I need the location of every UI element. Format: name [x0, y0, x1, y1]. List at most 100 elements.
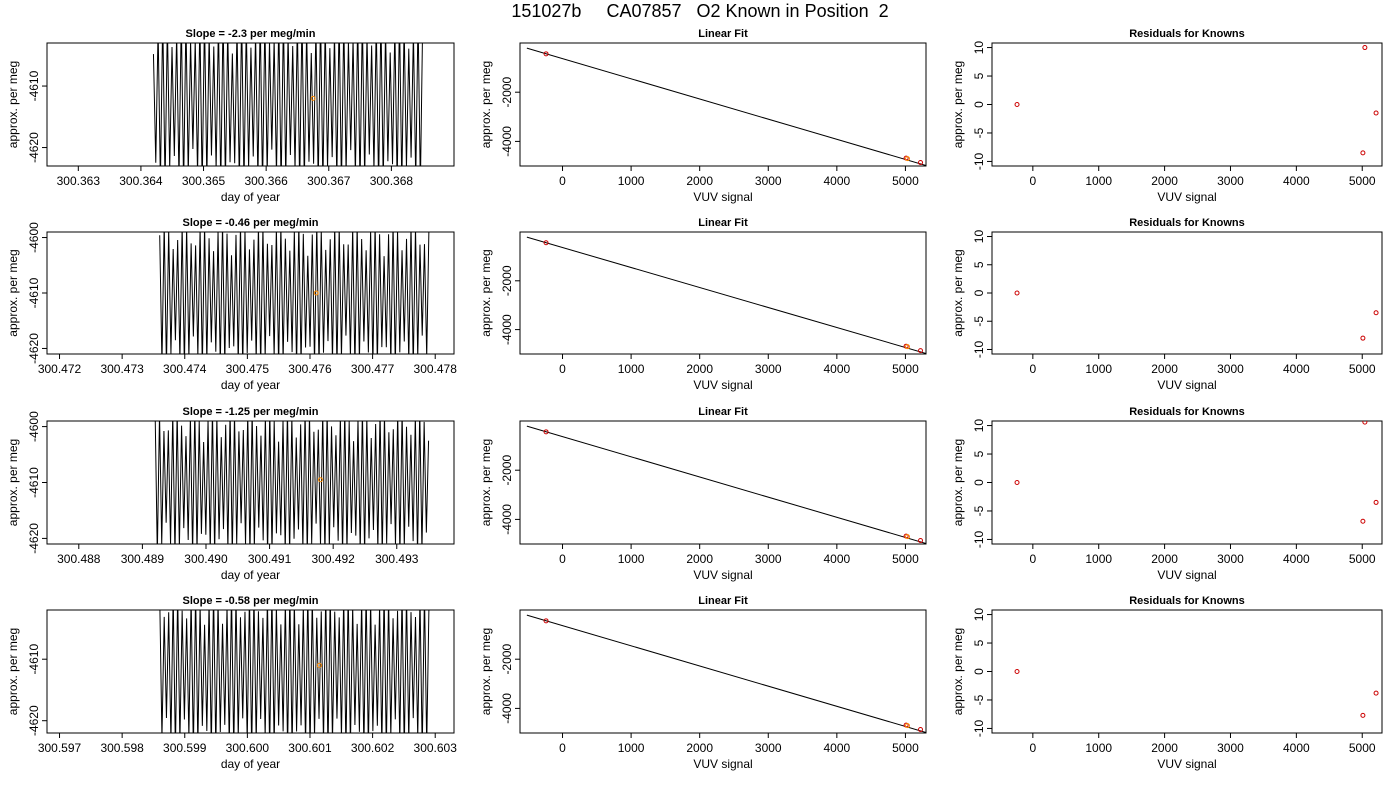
x-tick-label: 1000: [1085, 362, 1112, 376]
x-tick-label: 300.366: [244, 174, 288, 188]
data-point: [918, 538, 924, 544]
data-point: [904, 534, 910, 540]
fit-line: [526, 236, 926, 354]
x-tick-label: 2000: [1151, 552, 1178, 566]
x-tick-label: 300.473: [100, 362, 144, 376]
y-axis-label: approx. per meg: [951, 61, 965, 148]
x-tick-label: 3000: [1217, 741, 1244, 755]
data-point: [1373, 110, 1379, 116]
panel-r0-c2: Residuals for Knowns 0 1000 2000 3000 4000 500…: [951, 28, 1383, 204]
y-axis-label: approx. per meg: [479, 61, 493, 148]
y-axis-label: approx. per meg: [6, 439, 20, 526]
x-tick-label: 300.597: [38, 741, 82, 755]
data-point: [918, 348, 924, 354]
y-tick-label: -4620: [27, 523, 41, 554]
series-line: [152, 43, 423, 166]
panel-r0-c0: Slope = -2.3 per meg/min 300.363 300.364 30…: [6, 28, 455, 204]
x-tick-label: 300.472: [38, 362, 82, 376]
plot-area: [154, 421, 430, 544]
data-point: [1362, 421, 1368, 425]
x-tick-label: 0: [1030, 552, 1037, 566]
panel-title: Linear Fit: [698, 28, 748, 40]
plot-frame: [991, 609, 1383, 734]
data-point: [904, 344, 910, 350]
x-tick-label: 300.599: [163, 741, 207, 755]
x-tick-label: 4000: [823, 552, 850, 566]
y-axis-label: approx. per meg: [479, 249, 493, 336]
x-tick-label: 300.488: [57, 552, 101, 566]
x-tick-label: 4000: [823, 741, 850, 755]
x-axis-label: VUV signal: [1157, 568, 1216, 582]
series-line: [159, 610, 430, 733]
fit-line: [526, 47, 926, 166]
panel-title: Slope = -0.58 per meg/min: [182, 595, 318, 607]
x-tick-label: 1000: [618, 552, 645, 566]
x-tick-label: 1000: [618, 174, 645, 188]
y-tick-label: -2000: [500, 644, 514, 675]
plot-area: [1014, 421, 1379, 524]
y-tick-label: 5: [972, 72, 986, 79]
panel-r3-c0: Slope = -0.58 per meg/min 300.597 300.598 3…: [6, 595, 457, 771]
plot-frame: [991, 42, 1383, 167]
y-tick-label: -4600: [27, 411, 41, 442]
y-axis-label: approx. per meg: [6, 61, 20, 148]
y-tick-label: 5: [972, 639, 986, 646]
x-tick-label: 3000: [755, 174, 782, 188]
data-point: [543, 51, 549, 57]
y-axis-label: approx. per meg: [951, 439, 965, 526]
highlight-point: [313, 290, 319, 296]
x-tick-label: 5000: [892, 174, 919, 188]
x-tick-label: 4000: [1283, 174, 1310, 188]
x-tick-label: 300.489: [121, 552, 165, 566]
plot-frame: [46, 42, 455, 167]
panel-title: Linear Fit: [698, 595, 748, 607]
x-tick-label: 4000: [1283, 741, 1310, 755]
x-axis-label: day of year: [221, 378, 280, 392]
x-tick-label: 300.364: [119, 174, 163, 188]
x-axis-label: day of year: [221, 190, 280, 204]
panel-title: Residuals for Knowns: [1129, 28, 1245, 40]
x-tick-label: 300.600: [226, 741, 270, 755]
x-tick-label: 2000: [686, 741, 713, 755]
plot-area: [152, 43, 423, 166]
data-point: [543, 618, 549, 624]
plot-frame: [519, 420, 927, 545]
y-tick-label: -4620: [27, 132, 41, 163]
x-tick-label: 300.493: [375, 552, 419, 566]
plot-frame: [991, 420, 1383, 545]
x-tick-label: 300.490: [184, 552, 228, 566]
x-axis-label: VUV signal: [693, 378, 752, 392]
x-tick-label: 3000: [755, 362, 782, 376]
panel-title: Slope = -2.3 per meg/min: [186, 28, 316, 40]
plot-area: [526, 47, 926, 166]
data-point: [1014, 102, 1020, 107]
y-tick-label: -4000: [500, 693, 514, 724]
x-axis-label: VUV signal: [1157, 378, 1216, 392]
data-point: [918, 727, 924, 733]
plot-frame: [519, 42, 927, 167]
x-axis-label: VUV signal: [1157, 757, 1216, 771]
x-tick-label: 4000: [823, 174, 850, 188]
plot-frame: [46, 609, 455, 734]
x-tick-label: 5000: [1349, 174, 1376, 188]
x-tick-label: 4000: [1283, 362, 1310, 376]
data-point: [1362, 45, 1368, 51]
x-tick-label: 3000: [1217, 552, 1244, 566]
panel-r1-c0: Slope = -0.46 per meg/min 300.472 300.473 3…: [6, 217, 457, 392]
x-tick-label: 300.602: [351, 741, 395, 755]
x-tick-label: 5000: [892, 362, 919, 376]
x-tick-label: 300.363: [57, 174, 101, 188]
plot-area: [159, 610, 430, 733]
x-tick-label: 300.477: [351, 362, 395, 376]
x-tick-label: 5000: [1349, 741, 1376, 755]
x-tick-label: 3000: [755, 552, 782, 566]
plot-frame: [519, 609, 927, 734]
x-tick-label: 5000: [1349, 552, 1376, 566]
data-point: [1360, 712, 1366, 718]
panel-title: Residuals for Knowns: [1129, 595, 1245, 607]
y-axis-label: approx. per meg: [479, 439, 493, 526]
series-line: [159, 232, 430, 354]
y-tick-label: 5: [972, 261, 986, 268]
x-tick-label: 4000: [823, 362, 850, 376]
